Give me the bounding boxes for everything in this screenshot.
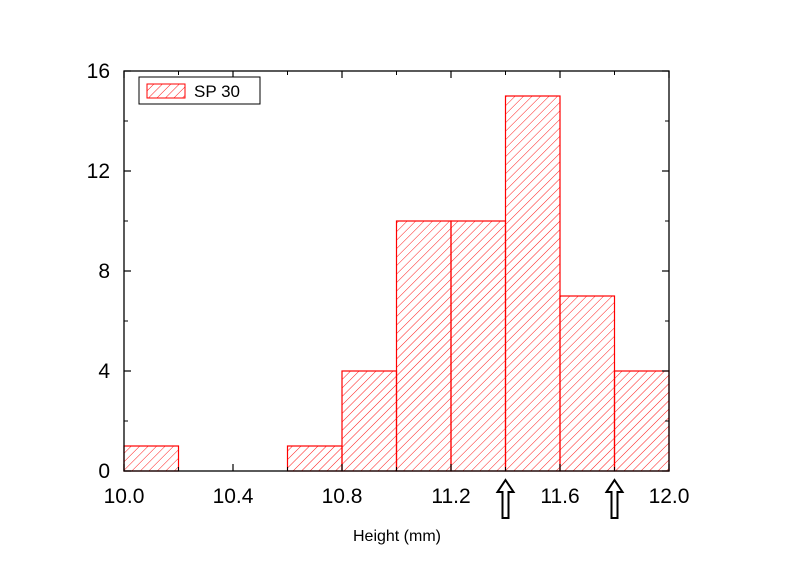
up-arrow-icon bbox=[495, 478, 516, 519]
y-tick-label: 8 bbox=[98, 260, 110, 283]
y-tick-label: 12 bbox=[87, 160, 110, 183]
histogram-bar bbox=[286, 445, 343, 472]
y-axis: 0 4 8 12 16 bbox=[87, 60, 669, 483]
legend: SP 30 bbox=[138, 76, 261, 105]
histogram-bar bbox=[123, 445, 180, 472]
legend-label: SP 30 bbox=[194, 82, 240, 101]
y-tick-label: 4 bbox=[98, 360, 110, 383]
histogram-bar bbox=[504, 95, 561, 472]
histogram-bar bbox=[395, 220, 452, 472]
histogram-bar bbox=[341, 370, 398, 472]
x-tick-label: 12.0 bbox=[649, 485, 690, 508]
y-tick-label: 16 bbox=[87, 60, 110, 83]
x-axis: 10.0 10.4 10.8 11.2 11.6 12.0 bbox=[104, 71, 690, 508]
x-tick-label: 11.6 bbox=[540, 485, 579, 508]
x-tick-label: 10.8 bbox=[322, 485, 363, 508]
histogram-bar bbox=[613, 370, 670, 472]
x-tick-label: 10.4 bbox=[213, 485, 254, 508]
histogram-bar bbox=[559, 295, 616, 472]
x-tick-label: 10.0 bbox=[104, 485, 145, 508]
bar-group bbox=[123, 95, 670, 472]
up-arrow-icon bbox=[604, 478, 625, 519]
y-tick-label: 0 bbox=[98, 460, 110, 483]
histogram-bar bbox=[450, 220, 507, 472]
x-axis-label: Height (mm) bbox=[353, 528, 441, 545]
x-tick-label: 11.2 bbox=[431, 485, 470, 508]
marker-group bbox=[495, 478, 625, 519]
legend-swatch bbox=[146, 83, 186, 99]
